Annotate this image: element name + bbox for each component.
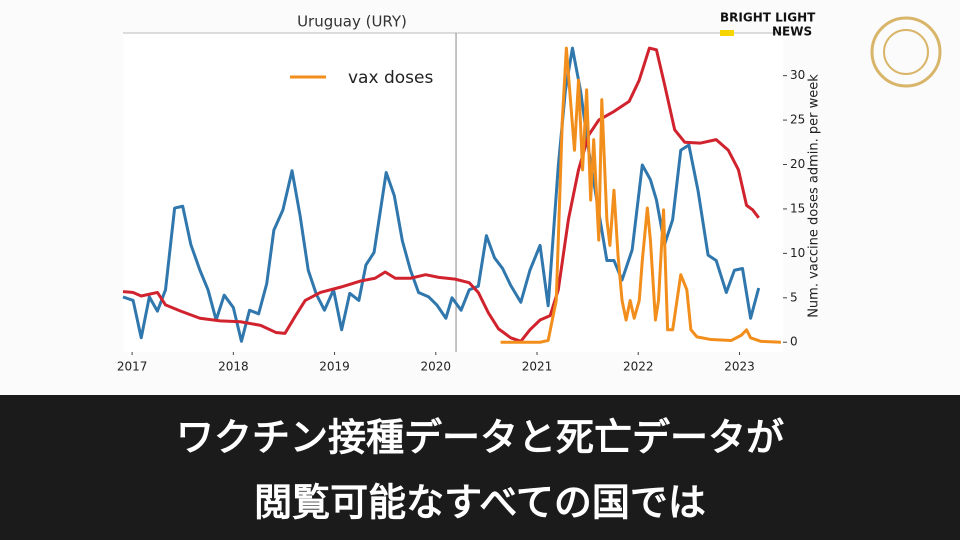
logo-bar <box>720 30 734 36</box>
y-tick-label: 5 <box>790 290 798 304</box>
y-tick-label: 10 <box>790 246 805 260</box>
caption-line: 閲覧可能なすべての国では <box>254 481 706 525</box>
emblem-ring <box>870 16 942 88</box>
x-tick-label: 2021 <box>522 360 553 374</box>
logo-text: BRIGHT LIGHT <box>720 11 816 25</box>
series-line <box>500 46 782 344</box>
x-tick-label: 2019 <box>319 360 350 374</box>
y-tick-label: 20 <box>790 157 805 171</box>
x-tick-label: 2022 <box>623 360 654 374</box>
caption-bar <box>0 395 960 540</box>
series-line <box>122 46 760 343</box>
y-tick-label: 0 <box>790 335 798 349</box>
x-tick-label: 2020 <box>421 360 452 374</box>
emblem-ring <box>883 29 929 75</box>
legend-label: vax doses <box>348 68 433 88</box>
caption-line: ワクチン接種データと死亡データが <box>176 416 784 460</box>
y-tick-label: 15 <box>790 201 805 215</box>
plot-lines <box>122 33 782 352</box>
plot: 2017 2018 2019 2020 2021 2022 2023 0 5 10 15 20 25 30… <box>117 33 805 374</box>
x-tick-label: 2018 <box>218 360 249 374</box>
logo: BRIGHT LIGHT NEWS <box>720 11 816 39</box>
y-axis-label: Num. vaccine doses admin. per week <box>807 74 822 318</box>
logo-text: NEWS <box>772 25 812 39</box>
emblem <box>870 16 942 88</box>
chart-title: Uruguay (URY) <box>297 13 407 31</box>
x-tick-label: 2023 <box>724 360 755 374</box>
x-tick-label: 2017 <box>117 360 148 374</box>
y-tick-label: 30 <box>790 68 805 82</box>
series-line <box>122 46 761 343</box>
y-tick-label: 25 <box>790 113 805 127</box>
